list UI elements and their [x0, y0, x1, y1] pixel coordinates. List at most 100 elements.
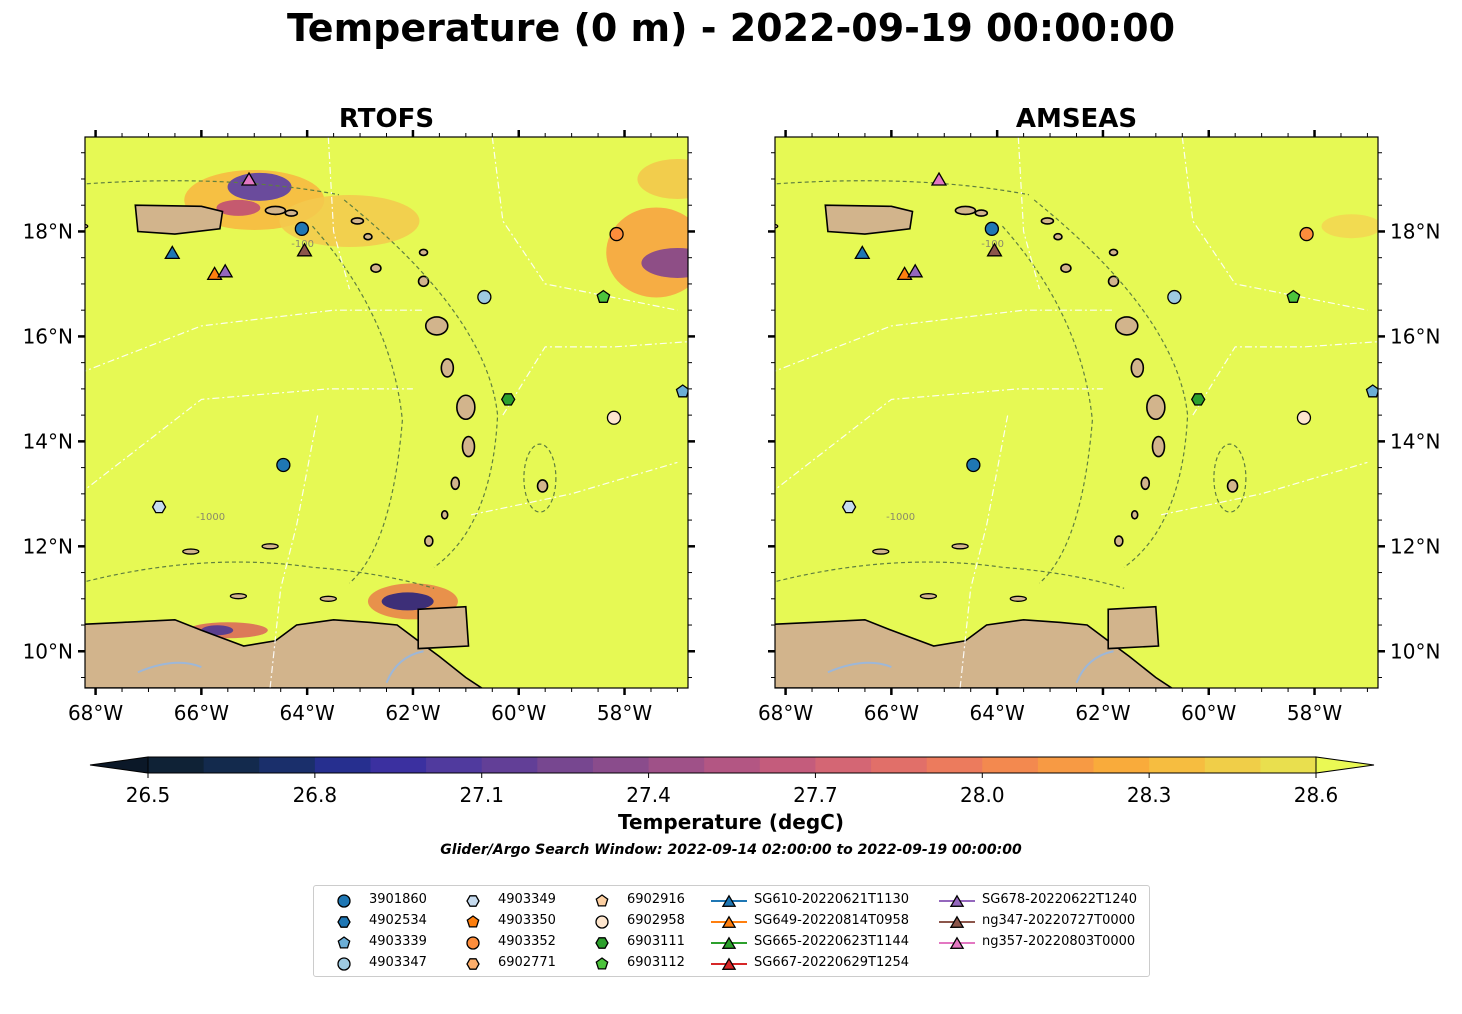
- lat-tick-label: 18°N: [1390, 219, 1440, 243]
- lon-tick-label: 66°W: [174, 701, 229, 725]
- puerto-rico-land: [134, 204, 224, 235]
- warm-patch: [637, 158, 688, 199]
- lon-tick-label: 60°W: [1181, 701, 1236, 725]
- bathymetry-label: -1000: [886, 512, 915, 523]
- lat-tick-label: 16°N: [23, 324, 73, 348]
- colorbar-bin: [1037, 757, 1095, 773]
- search-window-caption: Glider/Argo Search Window: 2022-09-14 02…: [440, 842, 1022, 858]
- colorbar-bin: [704, 757, 761, 773]
- figure-title: Temperature (0 m) - 2022-09-19 00:00:00: [286, 6, 1176, 50]
- colorbar-tick-label: 28.6: [1294, 783, 1339, 807]
- bathymetry-contour: [1002, 225, 1093, 584]
- island: [1114, 316, 1139, 336]
- legend-marker: [939, 936, 975, 949]
- legend-label: 4903352: [498, 934, 556, 949]
- island: [1114, 535, 1124, 547]
- eez-boundary: [1192, 341, 1378, 416]
- colorbar-bin: [1093, 757, 1150, 773]
- legend-symbol: [466, 895, 480, 907]
- legend-label: 4903350: [498, 913, 556, 928]
- cool-patch: [216, 199, 261, 216]
- cool-patch: [227, 172, 292, 201]
- lon-tick-label: 62°W: [385, 701, 440, 725]
- legend-symbol: [595, 937, 609, 949]
- colorbar-tick-label: 28.3: [1127, 783, 1172, 807]
- legend-symbol: [337, 936, 351, 949]
- island: [1053, 232, 1063, 241]
- island: [1151, 435, 1166, 458]
- colorbar-bin: [426, 757, 483, 773]
- island: [1146, 394, 1166, 421]
- colorbar-bin: [815, 757, 872, 773]
- island: [229, 593, 248, 600]
- eez-boundary: [775, 388, 1103, 491]
- island: [872, 548, 890, 555]
- legend-label: SG678-20220622T1240: [982, 892, 1138, 907]
- island: [536, 479, 549, 493]
- legend-marker: [466, 936, 480, 950]
- south-america-land: [85, 618, 484, 688]
- legend-item: 4903349: [453, 892, 673, 910]
- legend-marker: [711, 936, 747, 949]
- legend-marker: [939, 894, 975, 907]
- legend-symbol: [466, 958, 480, 970]
- platform-6902958: [1296, 410, 1312, 425]
- lat-tick-label: 12°N: [23, 534, 73, 558]
- platform-6903112: [596, 289, 611, 303]
- legend-label: ng347-20220727T0000: [982, 913, 1136, 928]
- legend-marker: [711, 915, 747, 928]
- colorbar-tick-label: 26.5: [126, 783, 171, 807]
- south-america-land: [775, 618, 1174, 688]
- platform-4902534: [984, 221, 1000, 236]
- legend-symbol: [595, 894, 609, 907]
- bathymetry-contour: [311, 225, 403, 584]
- legend-label: 6902916: [627, 892, 685, 907]
- island: [319, 595, 337, 602]
- platform-SG678-20220622T1240: [217, 263, 234, 278]
- legend-item: SG678-20220622T1240: [937, 892, 1157, 910]
- legend-item: ng347-20220727T0000: [937, 913, 1157, 931]
- legend-item: 6903111: [582, 934, 802, 952]
- legend-item: SG649-20220814T0958: [709, 913, 929, 931]
- lat-tick-label: 12°N: [1390, 534, 1440, 558]
- colorbar-bin: [481, 757, 538, 773]
- eez-boundary: [1181, 137, 1368, 311]
- legend-symbol: [949, 936, 965, 949]
- legend: 3901860 4902534 4903339 4903347 4903349 49033…: [313, 885, 1150, 977]
- colorbar-bin: [759, 757, 816, 773]
- colorbar-tick-label: 27.4: [626, 783, 671, 807]
- eez-boundary: [502, 341, 688, 416]
- legend-symbol: [337, 894, 351, 908]
- lat-tick-label: 14°N: [1390, 429, 1440, 453]
- legend-marker: [711, 894, 747, 907]
- colorbar-tick-label: 28.0: [960, 783, 1005, 807]
- bathymetry-label: -100: [291, 239, 314, 250]
- platform-ng347-20220727T0000: [986, 242, 1003, 257]
- island: [456, 394, 476, 421]
- legend-label: SG649-20220814T0958: [754, 913, 910, 928]
- legend-symbol: [595, 957, 609, 970]
- eez-boundary: [959, 414, 1009, 688]
- platform-6902958: [606, 410, 622, 425]
- map-panel-rtofs: -1000 -100 RTOFS 68°W 66°W 64°W 62°W 60°W 58°W 10…: [23, 104, 695, 725]
- platform-4903352: [1299, 226, 1314, 242]
- legend-marker: [595, 894, 609, 907]
- legend-item: ng357-20220803T0000: [937, 934, 1157, 952]
- legend-label: 6903112: [627, 955, 685, 970]
- colorbar-bin: [648, 757, 705, 773]
- legend-marker: [466, 915, 480, 928]
- legend-symbol: [721, 894, 737, 907]
- legend-label: 6902958: [627, 913, 685, 928]
- platform-4903349: [151, 500, 167, 514]
- legend-marker: [337, 916, 351, 928]
- island: [424, 316, 449, 336]
- island: [85, 223, 89, 229]
- cool-patch: [641, 247, 688, 278]
- lon-tick-label: 68°W: [758, 701, 813, 725]
- island: [1107, 275, 1120, 288]
- legend-label: SG610-20220621T1130: [754, 892, 910, 907]
- legend-item: 6902771: [453, 955, 673, 973]
- legend-symbol: [337, 916, 351, 928]
- colorbar-bin: [1149, 757, 1206, 773]
